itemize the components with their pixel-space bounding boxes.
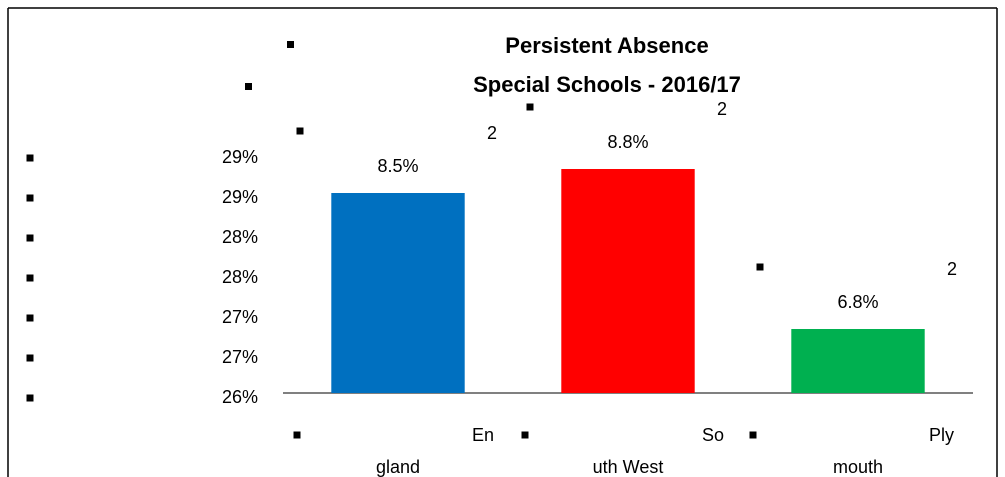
x-tick-label: En xyxy=(472,425,494,445)
bullet xyxy=(26,154,34,162)
value-label: 6.8% xyxy=(837,292,878,312)
value-label: 8.8% xyxy=(607,132,648,152)
bullet xyxy=(245,83,252,90)
y-tick-label: 28% xyxy=(222,267,258,287)
bullet xyxy=(756,263,764,271)
y-tick-label: 26% xyxy=(222,387,258,407)
x-tick-label: Ply xyxy=(929,425,954,445)
bar xyxy=(561,169,695,393)
bar xyxy=(791,329,925,393)
y-tick-label: 29% xyxy=(222,147,258,167)
bullet xyxy=(293,431,301,439)
x-tick-label: gland xyxy=(376,457,420,477)
chart-title: Special Schools - 2016/17 xyxy=(473,72,741,97)
bullet xyxy=(26,314,34,322)
annotation: 2 xyxy=(717,99,727,119)
chart-title: Persistent Absence xyxy=(505,33,708,58)
y-tick-label: 27% xyxy=(222,307,258,327)
annotation: 2 xyxy=(487,123,497,143)
bullet xyxy=(521,431,529,439)
x-tick-label: uth West xyxy=(593,457,664,477)
bullet xyxy=(26,394,34,402)
bullet xyxy=(526,103,534,111)
annotation: 2 xyxy=(947,259,957,279)
bullet xyxy=(26,194,34,202)
bullet xyxy=(26,354,34,362)
bullet xyxy=(296,127,304,135)
y-tick-label: 28% xyxy=(222,227,258,247)
x-tick-label: So xyxy=(702,425,724,445)
x-tick-label: mouth xyxy=(833,457,883,477)
bullet xyxy=(749,431,757,439)
bullet xyxy=(26,234,34,242)
bar xyxy=(331,193,465,393)
bullet xyxy=(287,41,294,48)
y-tick-label: 27% xyxy=(222,347,258,367)
value-label: 8.5% xyxy=(377,156,418,176)
bullet xyxy=(26,274,34,282)
y-tick-label: 29% xyxy=(222,187,258,207)
